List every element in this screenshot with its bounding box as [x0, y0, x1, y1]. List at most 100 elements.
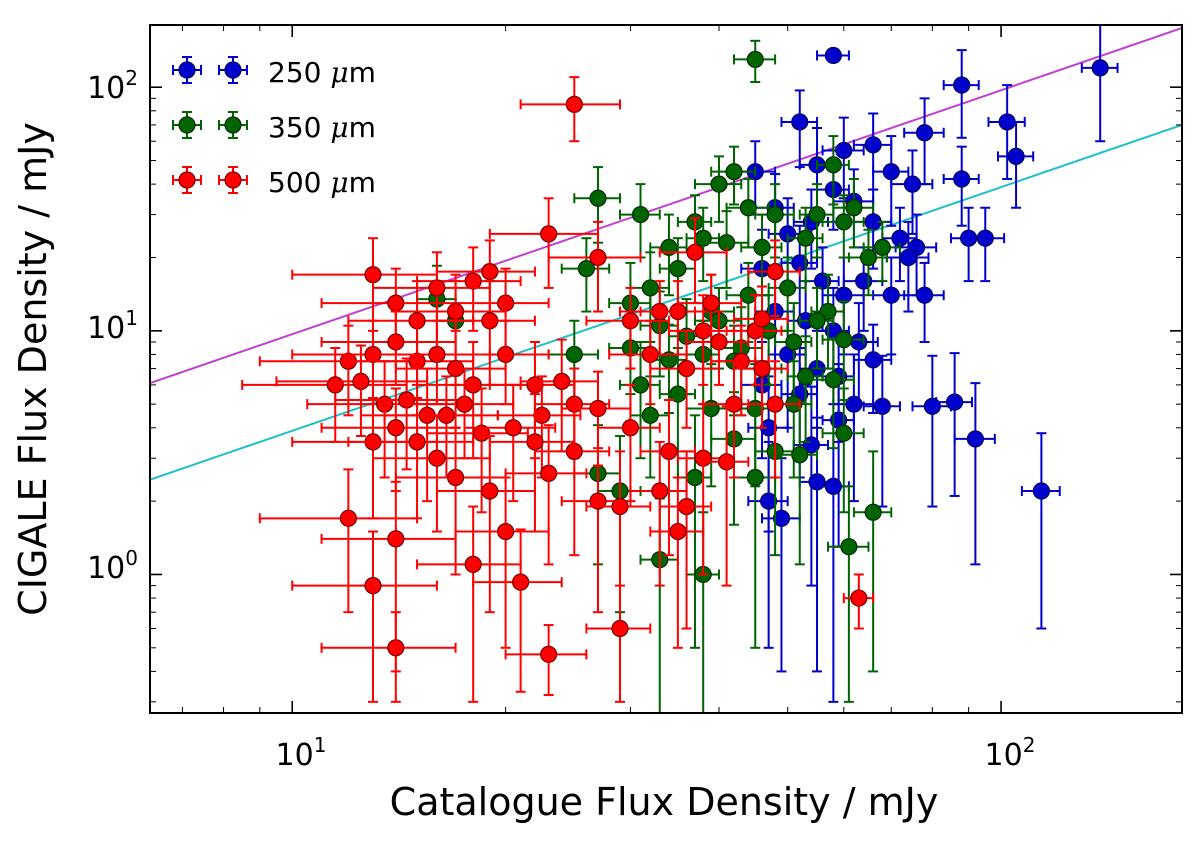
point-marker: [669, 260, 687, 278]
point-marker: [326, 376, 344, 394]
point-marker: [808, 473, 826, 491]
point-marker: [364, 266, 382, 284]
point-marker: [966, 430, 984, 448]
data-point: [547, 220, 642, 313]
legend-entry-250: 250 μm: [172, 56, 376, 89]
point-marker: [739, 199, 757, 217]
point-marker: [813, 272, 832, 290]
point-marker: [702, 294, 720, 312]
point-marker: [772, 509, 791, 527]
legend: 250 μm 350 μm 500 μm: [172, 56, 376, 199]
point-marker: [621, 312, 640, 330]
point-marker: [899, 248, 917, 267]
data-point: [463, 383, 557, 503]
point-marker: [428, 345, 446, 364]
data-point: [519, 338, 599, 453]
point-marker: [428, 279, 446, 297]
point-marker: [540, 464, 558, 482]
data-point: [852, 112, 893, 191]
x-tick-labels: 101 102: [276, 733, 1036, 773]
data-point: [435, 280, 536, 386]
point-marker: [565, 95, 583, 113]
point-marker: [631, 205, 650, 224]
data-point: [585, 584, 652, 703]
point-marker: [864, 503, 882, 521]
point-marker: [577, 260, 595, 278]
point-marker: [882, 163, 900, 181]
point-marker: [864, 136, 882, 154]
data-point: [747, 239, 801, 318]
data-point: [488, 393, 576, 533]
data-point: [852, 450, 893, 673]
point-marker: [589, 248, 607, 267]
point-marker: [710, 175, 728, 193]
point-marker: [621, 419, 640, 437]
point-marker: [824, 371, 842, 389]
legend-entry-350: 350 μm: [172, 111, 376, 144]
data-point: [291, 530, 438, 703]
legend-label-500: 500 μm: [268, 166, 376, 199]
data-point: [862, 220, 901, 283]
point-marker: [641, 345, 659, 364]
point-marker: [540, 225, 558, 243]
point-marker: [746, 468, 764, 487]
data-point: [996, 120, 1035, 209]
data-point: [935, 352, 974, 497]
data-point: [786, 206, 824, 283]
data-point: [942, 145, 980, 227]
point-marker: [766, 395, 784, 413]
point-marker: [651, 482, 669, 500]
point-marker: [915, 286, 934, 304]
data-point: [416, 505, 522, 703]
data-point: [821, 194, 865, 259]
point-marker: [533, 406, 551, 424]
data-point: [649, 329, 720, 429]
point-marker: [339, 509, 357, 527]
legend-point: [178, 171, 196, 189]
point-marker: [446, 468, 465, 487]
point-marker: [611, 619, 629, 638]
point-marker: [428, 449, 446, 467]
point-marker: [753, 359, 771, 378]
legend-entry-500: 500 μm: [172, 166, 376, 199]
data-point: [618, 183, 661, 259]
data-point: [821, 387, 865, 514]
point-marker: [791, 113, 809, 131]
data-point: [964, 206, 1006, 283]
data-point: [667, 294, 736, 386]
data-point: [872, 135, 910, 227]
point-marker: [455, 395, 474, 413]
data-point: [798, 286, 835, 370]
data-point: [786, 335, 824, 443]
point-marker: [760, 492, 778, 510]
legend-marker-250: [172, 56, 248, 84]
point-marker: [835, 141, 853, 160]
x-axis-title: Catalogue Flux Density / mJy: [390, 780, 939, 824]
point-marker: [387, 333, 405, 351]
point-marker: [923, 397, 941, 415]
point-marker: [953, 170, 971, 188]
point-marker: [746, 50, 764, 69]
point-marker: [766, 263, 784, 281]
data-point: [747, 360, 801, 479]
point-marker: [408, 352, 426, 370]
point-marker: [677, 497, 696, 516]
point-marker: [387, 639, 405, 657]
point-marker: [835, 331, 853, 349]
point-marker: [464, 376, 482, 394]
data-point: [454, 476, 550, 649]
series-500: [241, 76, 875, 703]
point-marker: [504, 419, 522, 437]
legend-point: [224, 116, 242, 134]
point-marker: [1032, 482, 1050, 500]
data-point: [649, 476, 705, 649]
point-marker: [686, 468, 704, 487]
point-marker: [882, 286, 900, 304]
y-tick-label-1: 100: [87, 546, 138, 586]
point-marker: [915, 124, 934, 142]
point-marker: [540, 645, 558, 663]
data-point: [816, 46, 850, 65]
point-marker: [446, 302, 465, 321]
data-point: [1080, 25, 1119, 143]
point-marker: [464, 272, 482, 290]
